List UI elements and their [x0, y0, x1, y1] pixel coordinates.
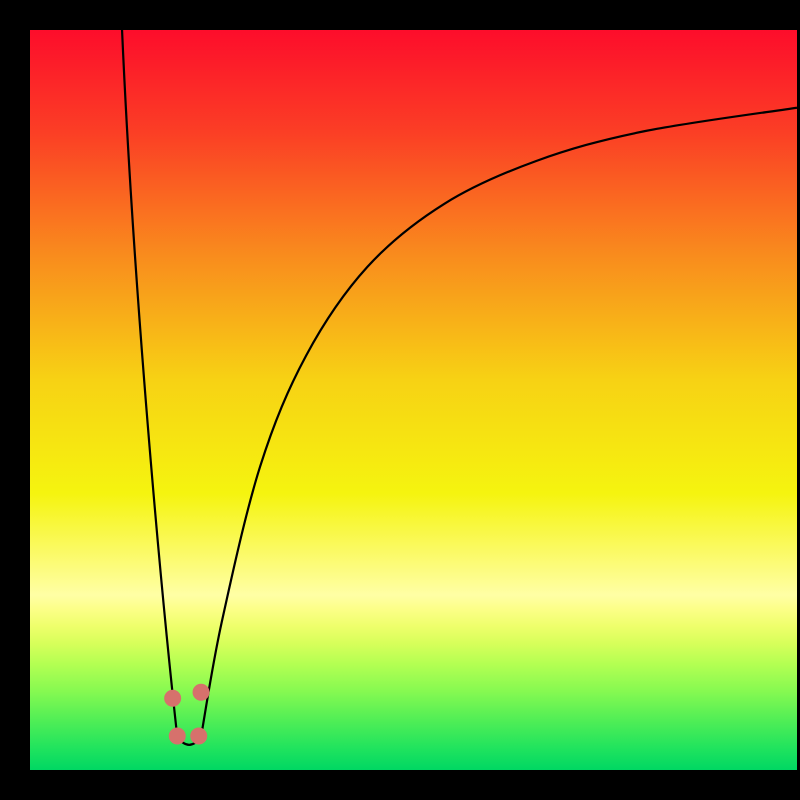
marker-dot — [191, 728, 207, 744]
curve-right-branch — [201, 108, 797, 737]
frame-border-bottom — [0, 770, 800, 800]
chart-frame: TheBottleneck.com — [0, 0, 800, 800]
curves-layer — [30, 30, 797, 770]
frame-border-left — [0, 0, 30, 800]
curve-left-branch — [122, 30, 177, 737]
marker-dot — [193, 684, 209, 700]
markers-group — [165, 684, 209, 744]
marker-dot — [169, 728, 185, 744]
marker-dot — [165, 690, 181, 706]
plot-area — [30, 30, 797, 770]
bottleneck-curve — [122, 30, 797, 745]
frame-border-top — [0, 0, 800, 30]
